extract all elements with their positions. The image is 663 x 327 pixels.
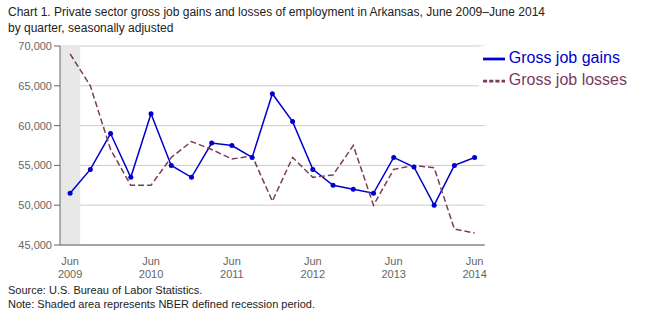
svg-text:Jun2012: Jun2012 xyxy=(301,255,325,280)
svg-text:55,000: 55,000 xyxy=(18,159,52,171)
svg-text:Jun2013: Jun2013 xyxy=(381,255,405,280)
svg-text:50,000: 50,000 xyxy=(18,199,52,211)
svg-text:Jun2010: Jun2010 xyxy=(139,255,163,280)
html-text:by quarter, seasonally adjuste: by quarter, seasonally adjusted xyxy=(8,21,174,35)
svg-text:45,000: 45,000 xyxy=(18,239,52,251)
svg-text:60,000: 60,000 xyxy=(18,120,52,132)
html-text:Gross job gains: Gross job gains xyxy=(508,49,620,67)
html-text:Gross job losses: Gross job losses xyxy=(508,71,627,89)
svg-text:70,000: 70,000 xyxy=(18,40,52,52)
html-text:Note: Shaded area represents N: Note: Shaded area represents NBER define… xyxy=(8,298,315,310)
html-text:Source: U.S. Bureau of Labor S: Source: U.S. Bureau of Labor Statistics. xyxy=(8,284,203,296)
html-text:Chart 1. Private sector gross: Chart 1. Private sector gross job gains … xyxy=(8,5,545,19)
svg-text:Jun2011: Jun2011 xyxy=(220,255,244,280)
svg-text:Jun2014: Jun2014 xyxy=(462,255,486,280)
svg-text:65,000: 65,000 xyxy=(18,80,52,92)
svg-text:Jun2009: Jun2009 xyxy=(58,255,82,280)
